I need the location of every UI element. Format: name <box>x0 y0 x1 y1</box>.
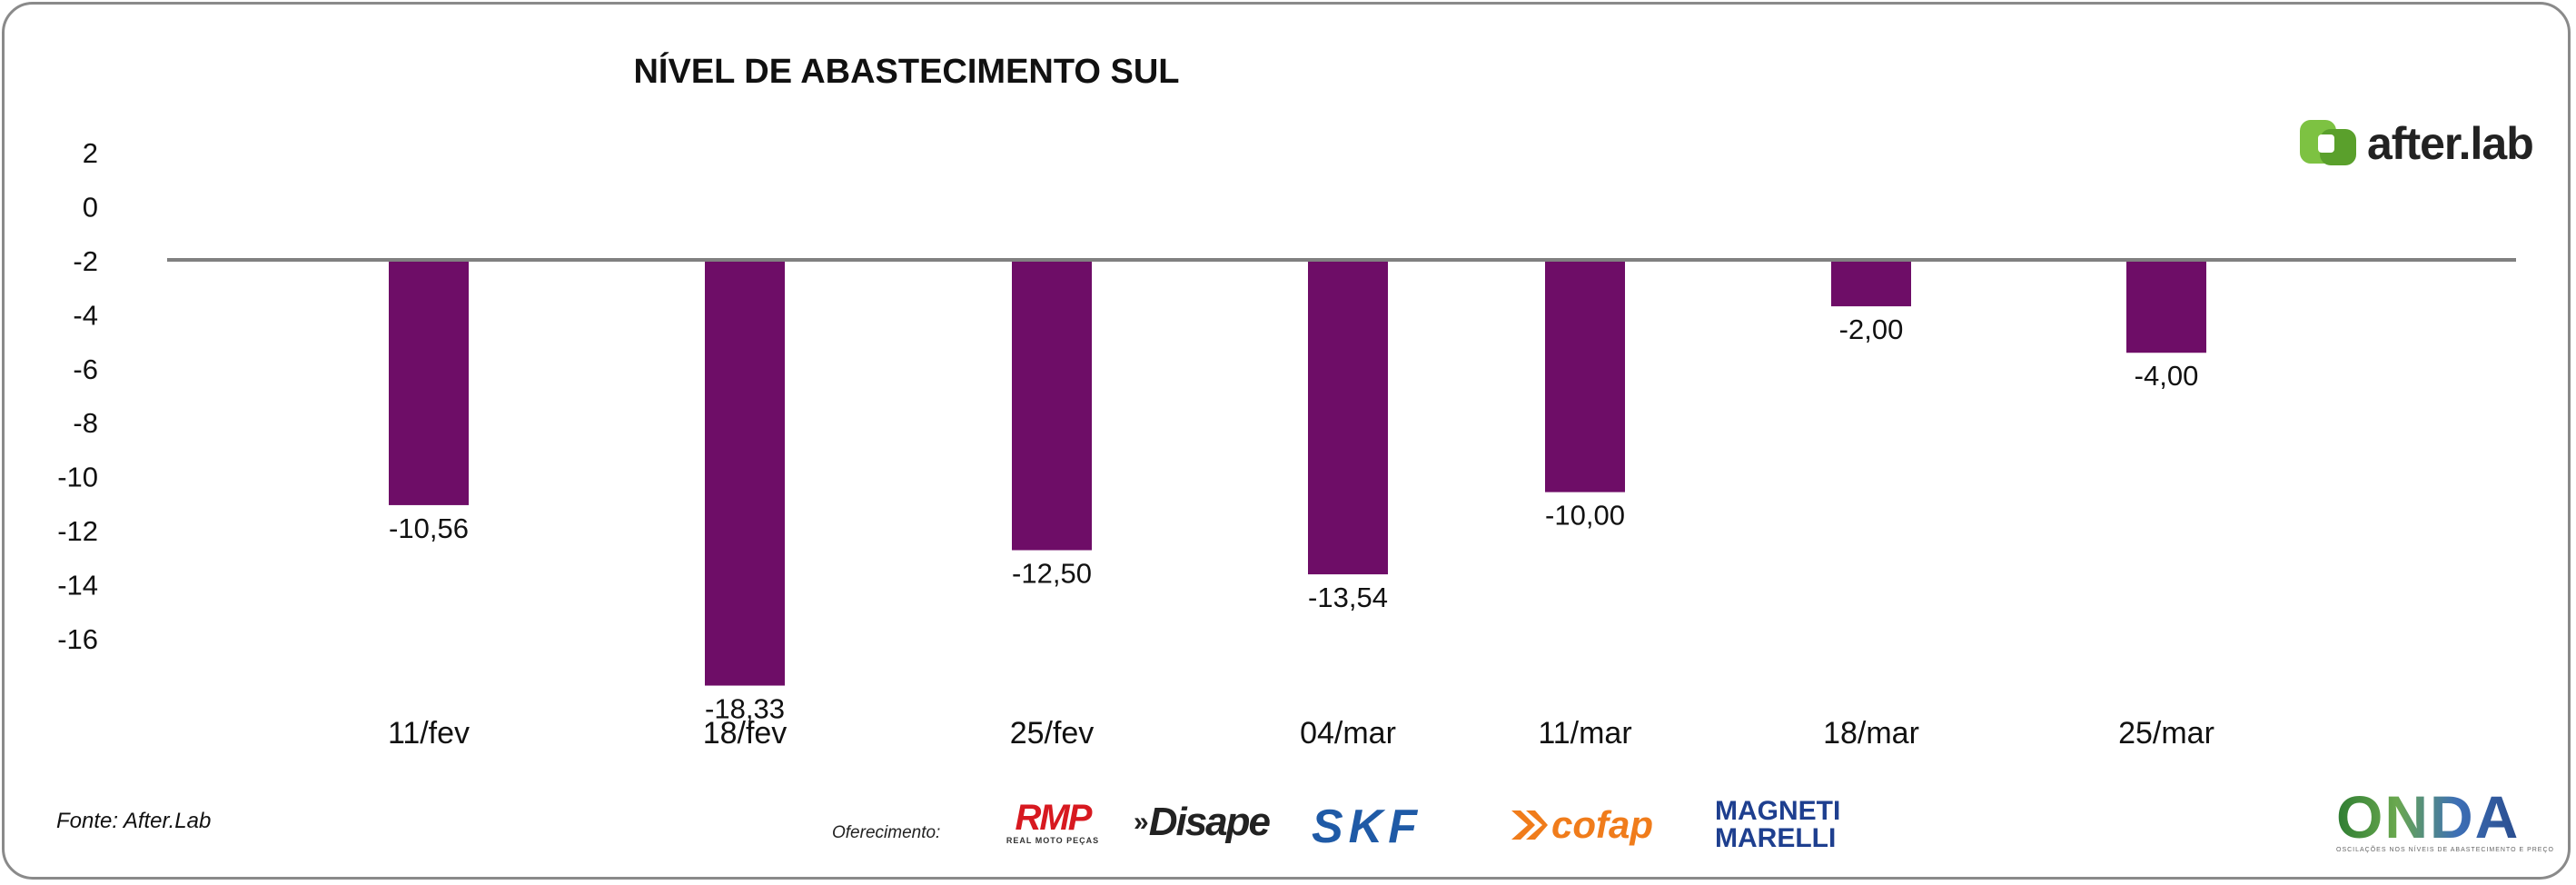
x-tick-label: 11/mar <box>1538 716 1631 751</box>
disape-logo-text: Disape <box>1148 800 1271 844</box>
disape-logo: » Disape <box>1134 800 1288 845</box>
afterlab-logo: after.lab <box>2296 116 2534 171</box>
onda-logo-text: ONDA <box>2336 783 2521 850</box>
x-tick-label: 04/mar <box>1300 716 1396 751</box>
afterlab-logo-text: after.lab <box>2367 118 2534 169</box>
cofap-mark-icon <box>1511 810 1548 840</box>
bar-18-fev <box>705 260 785 686</box>
disape-chevron-icon: » <box>1134 807 1149 837</box>
cofap-logo-text: cofap <box>1551 803 1654 846</box>
y-tick-label: 0 <box>83 191 98 223</box>
source-note: Fonte: After.Lab <box>56 809 212 833</box>
sponsor-label: Oferecimento: <box>832 823 941 842</box>
x-axis: 11/fev 18/fev 25/fev 04/mar 11/mar 18/mar 25/m… <box>388 716 2214 751</box>
bar-11-mar <box>1545 260 1625 492</box>
x-tick-label: 18/mar <box>1823 716 1919 751</box>
data-label: -12,50 <box>1012 558 1092 590</box>
x-tick-label: 11/fev <box>388 716 470 751</box>
bar-25-fev <box>1012 260 1092 551</box>
y-tick-label: -2 <box>73 245 98 277</box>
y-tick-label: -8 <box>73 407 98 439</box>
data-label: -18,33 <box>705 693 785 725</box>
data-label: -10,00 <box>1545 500 1625 532</box>
magneti-marelli-logo: MAGNETI MARELLI <box>1715 796 1841 853</box>
magneti-text: MAGNETI <box>1715 796 1841 826</box>
skf-logo: SKF <box>1312 800 1422 854</box>
bar-25-mar <box>2126 260 2206 353</box>
skf-logo-text: SKF <box>1312 800 1422 853</box>
rmp-logo-subtitle: REAL MOTO PEÇAS <box>1006 836 1100 845</box>
y-tick-label: -12 <box>57 515 98 547</box>
x-tick-label: 25/fev <box>1010 716 1095 751</box>
y-tick-label: -16 <box>57 623 98 655</box>
y-tick-label: -4 <box>73 299 98 331</box>
chart-title: NÍVEL DE ABASTECIMENTO SUL <box>0 53 2576 92</box>
cofap-logo: cofap <box>1508 803 1653 847</box>
data-label: -4,00 <box>2135 360 2199 392</box>
y-axis: 2 0 -2 -4 -6 -8 -10 -12 -14 -16 <box>57 137 98 655</box>
bars <box>389 260 2206 686</box>
y-tick-label: -6 <box>73 353 98 385</box>
onda-logo: ONDA OSCILAÇÕES NOS NÍVEIS DE ABASTECIME… <box>2336 783 2554 853</box>
y-tick-label: -10 <box>57 462 98 493</box>
data-label: -2,00 <box>1839 313 1904 345</box>
y-tick-label: 2 <box>83 137 98 169</box>
x-tick-label: 18/fev <box>703 716 788 751</box>
bar-04-mar <box>1308 260 1388 575</box>
rmp-logo-text: RMP <box>1015 798 1093 838</box>
bar-18-mar <box>1831 260 1911 307</box>
onda-tagline: OSCILAÇÕES NOS NÍVEIS DE ABASTECIMENTO E… <box>2336 847 2554 853</box>
chart-title-text: NÍVEL DE ABASTECIMENTO SUL <box>633 53 1180 91</box>
marelli-text: MARELLI <box>1715 823 1837 853</box>
y-tick-label: -14 <box>57 570 98 602</box>
data-label: -10,56 <box>389 512 469 544</box>
data-label: -13,54 <box>1308 582 1388 613</box>
bar-11-fev <box>389 260 469 505</box>
afterlab-logo-icon <box>2300 120 2356 165</box>
data-labels: -10,56 -18,33 -12,50 -13,54 -10,00 -2,00 -4,00 <box>389 313 2198 724</box>
rmp-logo: RMP REAL MOTO PEÇAS <box>994 800 1112 845</box>
x-tick-label: 25/mar <box>2118 716 2214 751</box>
